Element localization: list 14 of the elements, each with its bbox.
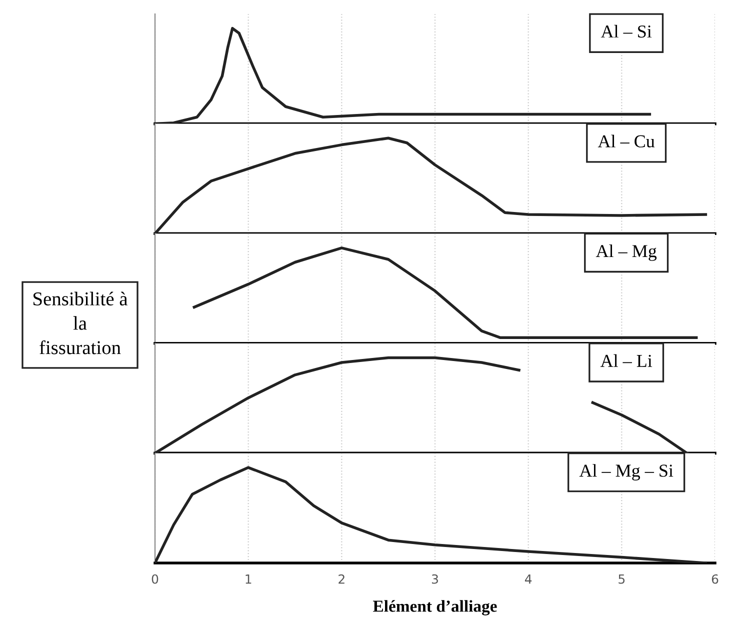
x-axis-title: Elément d’alliage [373, 600, 497, 616]
x-tick-label: 1 [246, 574, 252, 584]
x-tick-label: 0 [152, 574, 158, 584]
text: Al – Mg [596, 244, 657, 261]
y-axis-title: Sensibilité à la fissuration [34, 292, 128, 354]
text: Al – Si [600, 24, 652, 38]
x-tick-label: 2 [338, 574, 344, 584]
text: Al – Li [600, 354, 652, 367]
x-tick-label: 6 [712, 574, 718, 584]
x-tick-label: 4 [524, 574, 532, 584]
text: Al – Mg – Si [579, 464, 674, 481]
x-tick-label: 5 [618, 574, 625, 584]
text: Al – Cu [598, 134, 655, 148]
x-tick-label: 3 [432, 574, 438, 584]
